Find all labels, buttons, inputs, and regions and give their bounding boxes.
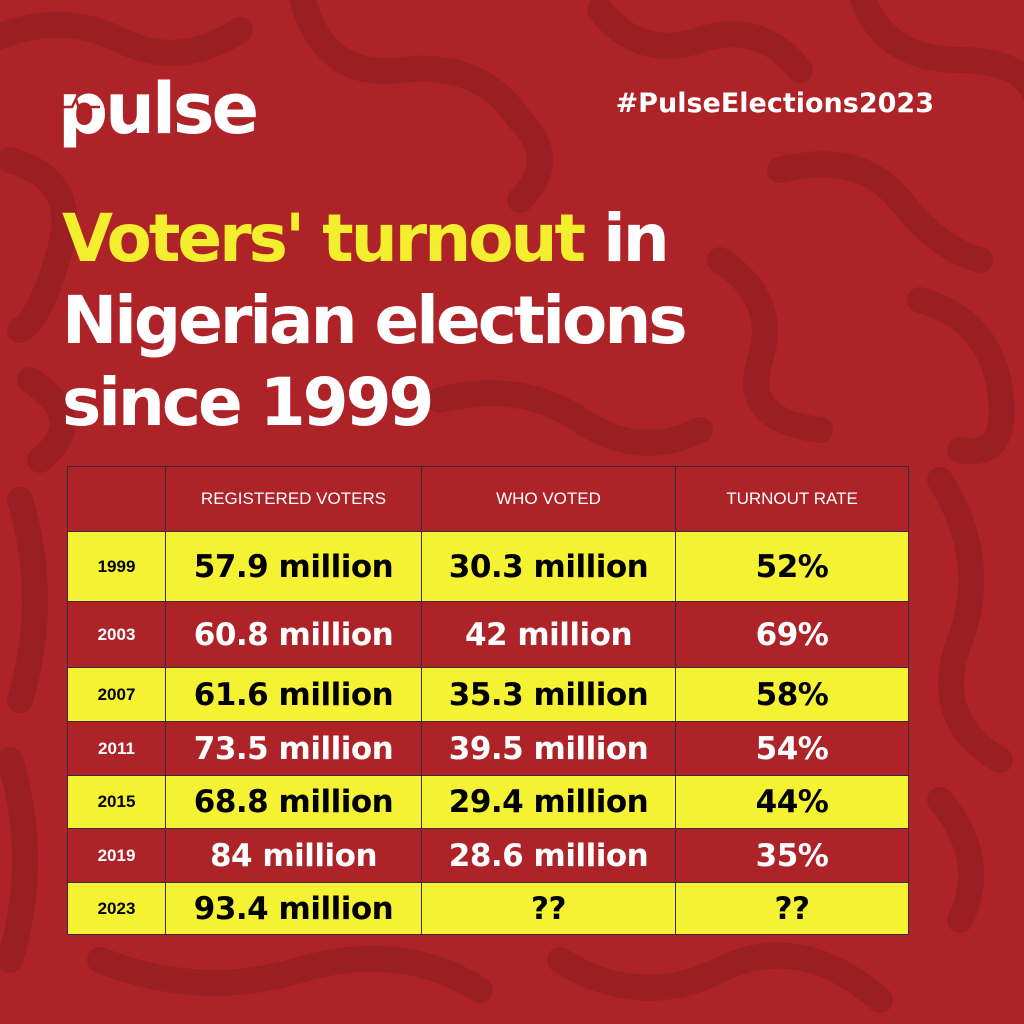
header-turnout-rate: TURNOUT RATE [675, 466, 909, 532]
title-line2: Nigerian elections [62, 282, 688, 359]
page-title: Voters' turnout in Nigerian elections si… [62, 198, 688, 444]
table-row: 2023 93.4 million ?? ?? [67, 882, 909, 935]
year-cell: 1999 [67, 531, 166, 602]
title-highlight: Voters' turnout [62, 200, 586, 277]
registered-cell: 61.6 million [165, 667, 422, 722]
turnout-cell: ?? [675, 882, 909, 935]
header-year [67, 466, 166, 532]
title-line1-rest: in [583, 200, 670, 277]
turnout-cell: 35% [675, 828, 909, 883]
turnout-cell: 58% [675, 667, 909, 722]
turnout-cell: 52% [675, 531, 909, 602]
registered-cell: 93.4 million [165, 882, 422, 935]
table-header-row: REGISTERED VOTERS WHO VOTED TURNOUT RATE [67, 466, 909, 532]
table-row: 1999 57.9 million 30.3 million 52% [67, 531, 909, 602]
voted-cell: ?? [421, 882, 676, 935]
registered-cell: 60.8 million [165, 601, 422, 668]
year-cell: 2007 [67, 667, 166, 722]
turnout-cell: 69% [675, 601, 909, 668]
table-row: 2015 68.8 million 29.4 million 44% [67, 775, 909, 829]
year-cell: 2019 [67, 828, 166, 883]
hashtag: #PulseElections2023 [615, 88, 934, 119]
heartbeat-icon [60, 96, 100, 118]
registered-cell: 84 million [165, 828, 422, 883]
year-cell: 2011 [67, 721, 166, 776]
voted-cell: 29.4 million [421, 775, 676, 829]
year-cell: 2023 [67, 882, 166, 935]
voted-cell: 35.3 million [421, 667, 676, 722]
registered-cell: 73.5 million [165, 721, 422, 776]
table-row: 2007 61.6 million 35.3 million 58% [67, 667, 909, 722]
voted-cell: 39.5 million [421, 721, 676, 776]
title-line3: since 1999 [62, 364, 434, 441]
year-cell: 2003 [67, 601, 166, 668]
voted-cell: 28.6 million [421, 828, 676, 883]
registered-cell: 68.8 million [165, 775, 422, 829]
turnout-cell: 44% [675, 775, 909, 829]
table-row: 2003 60.8 million 42 million 69% [67, 601, 909, 668]
pulse-logo: pulse [58, 68, 259, 150]
voted-cell: 30.3 million [421, 531, 676, 602]
table-row: 2019 84 million 28.6 million 35% [67, 828, 909, 883]
table-row: 2011 73.5 million 39.5 million 54% [67, 721, 909, 776]
turnout-table: REGISTERED VOTERS WHO VOTED TURNOUT RATE… [67, 466, 909, 935]
year-cell: 2015 [67, 775, 166, 829]
logo-text: pulse [58, 68, 259, 150]
voted-cell: 42 million [421, 601, 676, 668]
turnout-cell: 54% [675, 721, 909, 776]
header-who-voted: WHO VOTED [421, 466, 676, 532]
header-registered-voters: REGISTERED VOTERS [165, 466, 422, 532]
registered-cell: 57.9 million [165, 531, 422, 602]
